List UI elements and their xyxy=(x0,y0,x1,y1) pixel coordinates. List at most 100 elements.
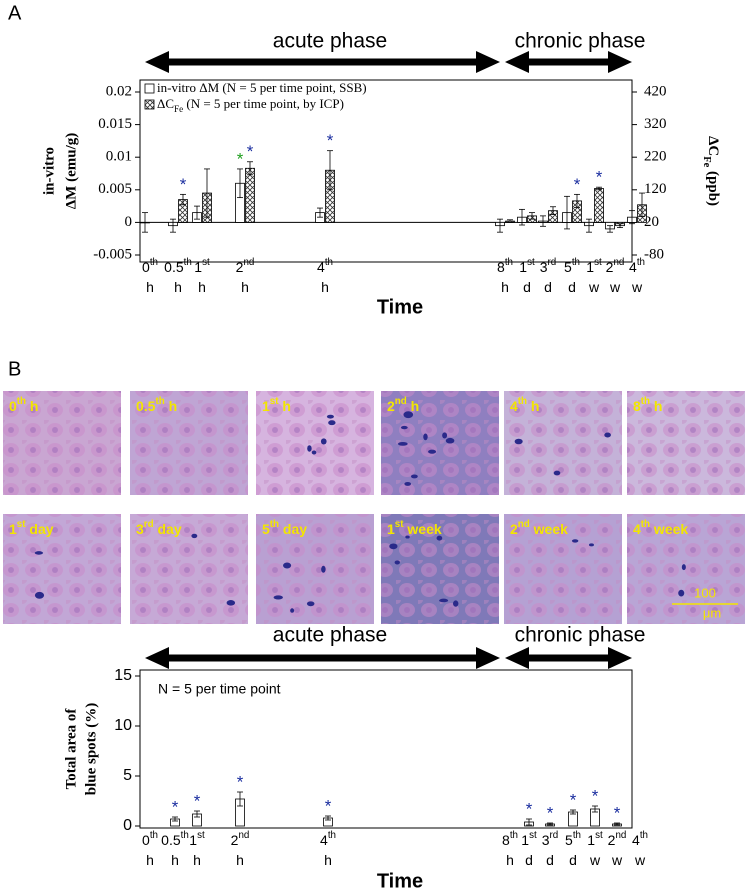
legend-label: ΔCFe (N = 5 per time point, by ICP) xyxy=(157,96,344,114)
significance-marker: * xyxy=(237,772,244,791)
x-tick-label: 4th h xyxy=(320,830,336,868)
blue-spot xyxy=(400,425,408,430)
blue-spot xyxy=(321,565,326,573)
significance-marker: * xyxy=(592,786,599,805)
y-tick-label: 0 xyxy=(125,214,133,230)
x-tick-label: 4th h xyxy=(317,257,333,295)
y-tick-label: 0 xyxy=(123,817,132,834)
x-tick-label: 2nd w xyxy=(606,257,625,295)
micrograph-texture xyxy=(256,514,374,624)
blue-spot xyxy=(442,432,448,439)
blue-spot xyxy=(423,433,428,441)
note: N = 5 per time point xyxy=(158,681,281,697)
y-tick-label: 10 xyxy=(114,717,132,734)
blue-spot xyxy=(681,564,686,571)
significance-marker: * xyxy=(194,791,201,810)
x-tick-label: 0.5th h xyxy=(161,830,189,868)
significance-marker: * xyxy=(570,790,577,809)
blue-spot xyxy=(439,598,449,603)
blue-spot xyxy=(405,535,410,539)
blue-spot xyxy=(604,432,611,438)
significance-marker: * xyxy=(327,131,334,150)
legend-swatch xyxy=(144,99,155,110)
x-tick-label: 4th w xyxy=(629,257,645,295)
micrograph-texture xyxy=(256,391,374,495)
micrograph-label: 1st h xyxy=(262,396,291,414)
blue-spot xyxy=(34,551,44,555)
x-tick-label: 0th h xyxy=(142,257,158,295)
significance-marker: * xyxy=(614,803,621,822)
blue-spot xyxy=(34,591,45,599)
significance-marker: * xyxy=(180,175,187,194)
arrow-head xyxy=(608,647,632,669)
significance-marker: * xyxy=(596,168,603,187)
significance-marker: * xyxy=(325,796,332,815)
y2-axis-label: ΔCFe (ppb) xyxy=(701,136,720,206)
y-tick-label: 0.01 xyxy=(106,149,132,165)
blue-spot xyxy=(394,560,400,565)
arrow-head xyxy=(505,647,529,669)
micrograph-label: 5th day xyxy=(262,519,307,537)
significance-marker: * xyxy=(237,149,244,168)
micrograph-label: 3rd day xyxy=(136,519,182,537)
y2-tick-label: 20 xyxy=(644,214,659,230)
micrograph-texture xyxy=(3,514,121,624)
x-tick-label: 3rd d xyxy=(540,257,557,295)
x-axis-label: Time xyxy=(377,296,423,318)
phase-label: acute phase xyxy=(273,624,387,647)
phase-label: chronic phase xyxy=(515,624,646,647)
y-tick-label: 0.02 xyxy=(106,83,132,99)
x-tick-label: 1st w xyxy=(587,830,603,868)
blue-spot xyxy=(404,481,412,486)
blue-spot xyxy=(226,600,236,606)
plot-frame xyxy=(139,79,633,263)
x-tick-label: 1st h xyxy=(194,257,210,295)
x-axis-label: Time xyxy=(377,870,423,892)
blue-spot xyxy=(273,595,283,600)
x-tick-label: 5th d xyxy=(564,257,580,295)
y-axis-label: ΔM (emu/g) xyxy=(63,133,79,209)
x-tick-label: 3rd d xyxy=(542,830,559,868)
significance-marker: * xyxy=(526,799,533,818)
x-tick-label: 5th d xyxy=(565,830,581,868)
blue-spot xyxy=(191,533,198,539)
legend-swatch xyxy=(144,83,155,94)
y-tick-label: 0.005 xyxy=(98,181,132,197)
blue-spot xyxy=(328,420,336,426)
panel-label: B xyxy=(8,358,21,380)
micrograph-label: 1st week xyxy=(387,519,442,537)
x-tick-label: 2nd w xyxy=(608,830,627,868)
y-tick-label: 5 xyxy=(123,767,132,784)
blue-spot xyxy=(514,438,523,445)
micrograph-texture xyxy=(381,514,499,624)
micrograph-label: 0.5th h xyxy=(136,396,177,414)
arrow-head xyxy=(505,51,529,73)
micrograph-label: 4th h xyxy=(510,396,540,414)
y2-tick-label: 420 xyxy=(644,83,667,99)
x-tick-label: 2nd h xyxy=(231,830,250,868)
x-tick-label: 8th h xyxy=(497,257,513,295)
phase-label: acute phase xyxy=(273,30,387,53)
x-tick-label: 1st d xyxy=(521,830,537,868)
y2-tick-label: 320 xyxy=(644,116,667,132)
x-tick-label: 8th h xyxy=(502,830,518,868)
micrograph-label: 8th h xyxy=(633,396,663,414)
blue-spot xyxy=(283,562,292,569)
blue-spot xyxy=(571,539,579,543)
scale-bar-label: μm xyxy=(703,605,721,620)
y-axis-label: in-vitro xyxy=(41,147,57,195)
x-tick-label: 1st d xyxy=(519,257,535,295)
micrograph-texture xyxy=(504,391,622,495)
blue-spot xyxy=(290,608,295,613)
blue-spot xyxy=(311,450,317,455)
arrow-head xyxy=(476,51,500,73)
arrow-head xyxy=(145,51,169,73)
arrow-head xyxy=(608,51,632,73)
blue-spot xyxy=(453,600,459,607)
significance-marker: * xyxy=(574,175,581,194)
micrograph-label: 0th h xyxy=(9,396,39,414)
y-tick-label: 0.015 xyxy=(98,116,132,132)
micrograph-label: 2nd week xyxy=(510,519,568,537)
y2-tick-label: 120 xyxy=(644,181,667,197)
